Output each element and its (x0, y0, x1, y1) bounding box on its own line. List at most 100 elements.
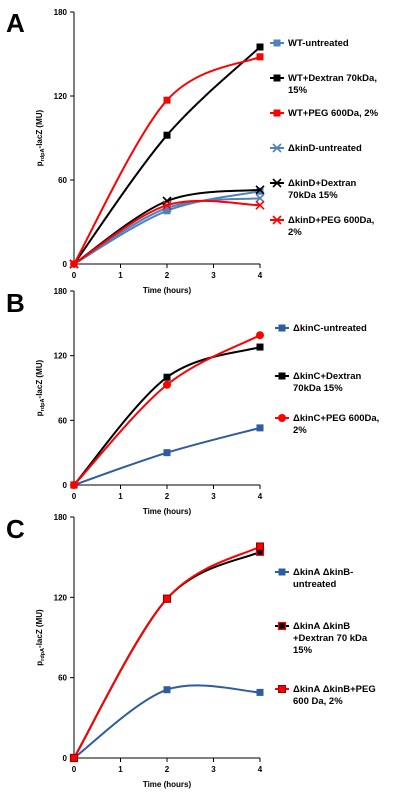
x-tick-label: 3 (211, 492, 216, 501)
legend-marker (278, 372, 286, 380)
y-tick-label: 60 (58, 416, 67, 425)
x-tick-label: 0 (72, 765, 77, 774)
y-tick-label: 0 (63, 754, 68, 763)
legend-marker (273, 74, 281, 82)
legend-marker (277, 621, 287, 631)
legend-entry: ΔkinD+PEG 600Da,2% (270, 215, 374, 238)
legend-label: +Dextran 70 kDa (293, 633, 368, 644)
series-3 (70, 542, 264, 762)
y-axis-title: prdpA-lacZ (MU) (35, 609, 46, 666)
legend-label: WT+PEG 600Da, 2% (288, 108, 379, 119)
x-tick-label: 3 (211, 271, 216, 280)
legend-label: 15% (293, 645, 313, 656)
y-tick-label: 0 (63, 481, 68, 490)
legend-entry: WT-untreated (270, 38, 349, 49)
chart-panel-b: B 0 60 120 180 0 1 2 3 4 Time (hours) prdpA-lacZ (M… (0, 284, 400, 516)
legend-entry: ΔkinC+PEG 600Da,2% (275, 413, 379, 436)
legend-marker (272, 143, 282, 153)
legend-label: ΔkinA ΔkinB- (293, 567, 353, 578)
legend-label: 15% (288, 85, 308, 96)
legend-label: ΔkinA ΔkinB+PEG (293, 684, 376, 695)
y-tick-label: 120 (54, 352, 68, 361)
x-tick-label: 1 (118, 492, 123, 501)
legend-entry: WT+Dextran 70kDa,15% (270, 73, 377, 96)
data-point (70, 754, 78, 762)
y-tick-label: 180 (54, 287, 68, 296)
y-axis-title: prdpA-lacZ (MU) (35, 359, 46, 416)
data-point (255, 185, 265, 195)
legend-label: ΔkinA ΔkinB (293, 621, 350, 632)
data-point (163, 380, 171, 389)
legend-marker (273, 109, 281, 117)
x-tick-label: 1 (118, 765, 123, 774)
x-axis-title: Time (hours) (143, 286, 192, 295)
x-tick-label: 2 (165, 271, 170, 280)
data-point (163, 131, 171, 139)
series-3 (70, 53, 264, 268)
y-tick-label: 120 (54, 92, 68, 101)
x-tick-label: 3 (211, 765, 216, 774)
legend-label: ΔkinC+PEG 600Da, (293, 413, 379, 424)
legend-marker (272, 215, 282, 225)
data-point (256, 187, 264, 195)
data-point (255, 200, 265, 210)
legend-marker (278, 414, 286, 422)
x-axis-title: Time (hours) (143, 507, 192, 516)
data-point (163, 96, 171, 104)
data-point (70, 481, 78, 489)
legend-marker (272, 178, 282, 188)
y-tick-label: 180 (54, 8, 68, 17)
legend-marker (278, 568, 286, 576)
legend-marker (278, 685, 286, 693)
series-3 (70, 331, 264, 489)
legend-label: WT-untreated (288, 38, 349, 49)
legend-marker (273, 39, 281, 47)
x-axis-title: Time (hours) (143, 780, 192, 789)
data-point (69, 259, 79, 269)
x-tick-label: 4 (258, 492, 263, 501)
x-tick-label: 1 (118, 271, 123, 280)
x-tick-label: 4 (258, 765, 263, 774)
legend-entry: ΔkinC-untreated (275, 323, 367, 334)
series-line (73, 545, 261, 759)
chart-panel-a: A 0 60 120 180 0 1 2 3 4 Time (hours) prdpA-lacZ (M… (0, 0, 400, 295)
data-point (256, 424, 264, 432)
legend-label: 70kDa 15% (288, 190, 338, 201)
panel-label: B (6, 288, 25, 318)
legend-label: 600 Da, 2% (293, 696, 343, 707)
legend-label: 2% (288, 227, 302, 238)
data-point (256, 53, 264, 61)
x-tick-label: 2 (165, 765, 170, 774)
chart-c: C 0 60 120 180 0 1 2 3 4 Time (hours) prdpA-lacZ (M… (6, 513, 376, 789)
series-line (73, 46, 261, 265)
series-line (73, 55, 261, 265)
y-tick-label: 0 (63, 260, 68, 269)
series-line (73, 334, 261, 486)
legend-label: 2% (293, 425, 307, 436)
legend-entry: WT+PEG 600Da, 2% (270, 108, 379, 119)
data-point (255, 193, 265, 203)
panel-label: A (6, 8, 25, 38)
series-2 (70, 343, 264, 489)
legend-label: ΔkinC-untreated (293, 323, 367, 334)
series-2 (69, 547, 265, 763)
y-tick-label: 180 (54, 513, 68, 522)
series-6 (69, 199, 265, 269)
series-line (73, 684, 261, 759)
legend-marker (278, 324, 286, 332)
legend-entry: ΔkinD-untreated (270, 143, 362, 154)
y-tick-label: 120 (54, 593, 68, 602)
series-line (73, 426, 261, 486)
legend-label: ΔkinD+Dextran (288, 178, 357, 189)
data-point (256, 343, 264, 351)
data-point (256, 542, 264, 551)
series-2 (70, 43, 264, 268)
series-1 (70, 684, 264, 762)
series-line (73, 550, 261, 759)
chart-b: B 0 60 120 180 0 1 2 3 4 Time (hours) prdpA-lacZ (M… (6, 287, 379, 516)
y-axis-title: prdpA-lacZ (MU) (35, 109, 46, 166)
chart-a: A 0 60 120 180 0 1 2 3 4 Time (hours) prdpA-lacZ (M… (6, 8, 379, 295)
y-tick-label: 60 (58, 176, 67, 185)
x-tick-label: 0 (72, 492, 77, 501)
